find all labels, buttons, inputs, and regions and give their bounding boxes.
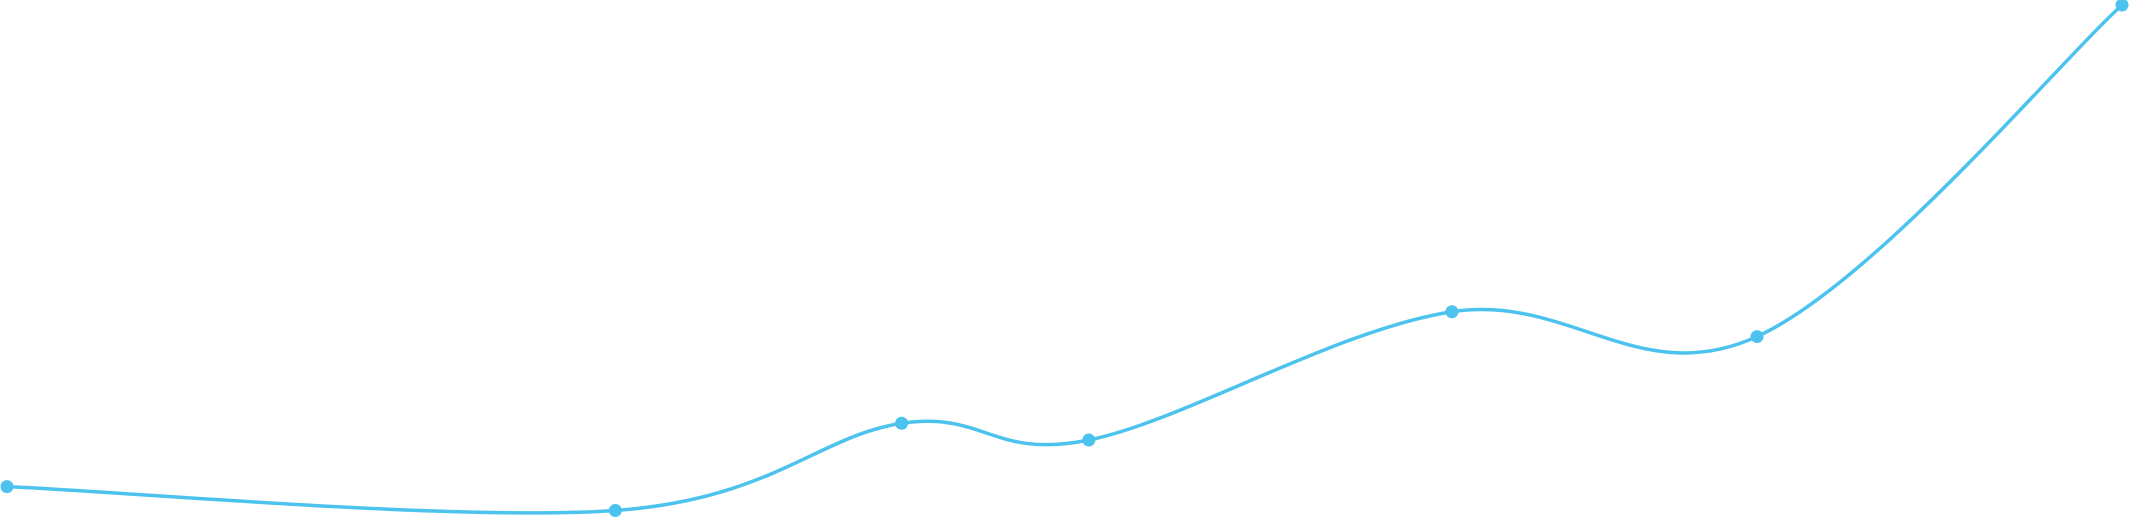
series-layer [5,3,2124,515]
data-point-0-3[interactable] [1082,433,1096,447]
data-point-0-0[interactable] [0,480,14,494]
data-point-0-5[interactable] [1750,330,1764,344]
data-point-0-6[interactable] [2115,0,2129,12]
data-point-0-4[interactable] [1445,305,1459,319]
data-point-0-1[interactable] [608,503,622,517]
series-line-0 [5,3,2124,515]
data-point-0-2[interactable] [895,416,909,430]
